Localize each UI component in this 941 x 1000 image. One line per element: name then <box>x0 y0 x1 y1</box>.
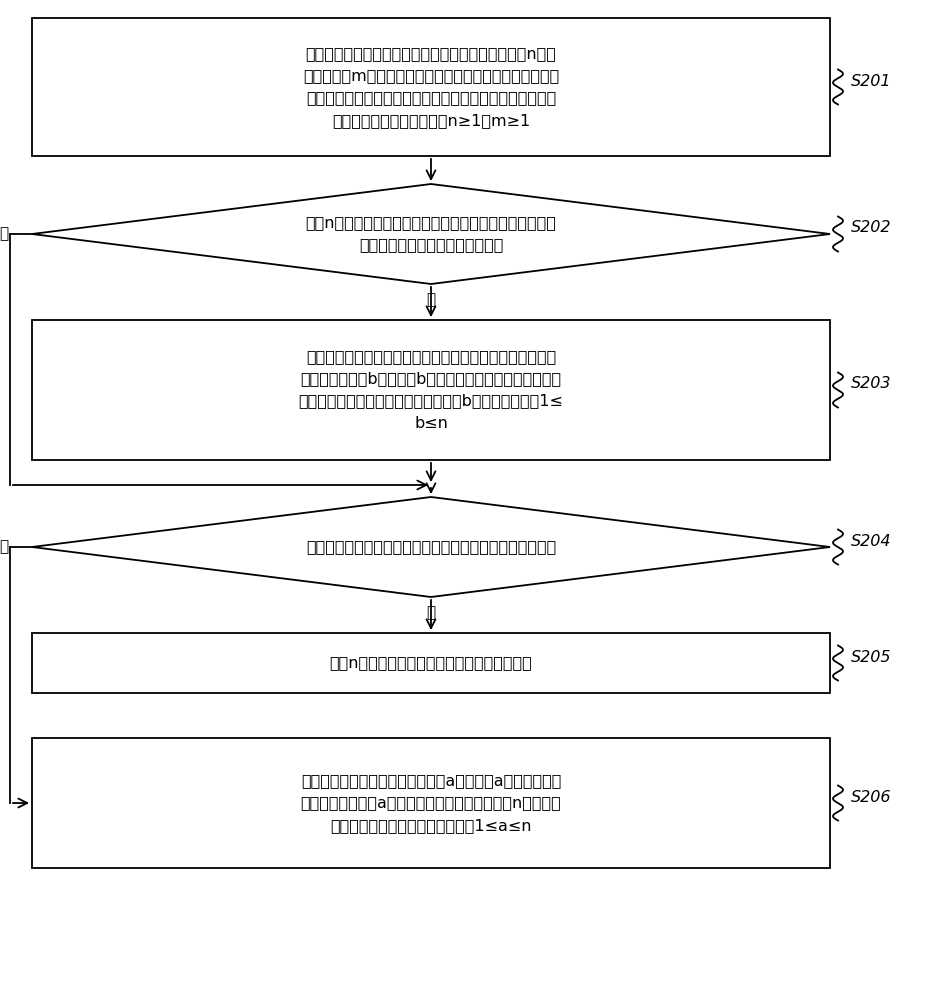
Text: 获取全站逆变器的运行数据，其中，全站逆变器包括n台样
板逆变器和m台非样板逆变器，运行数据包括每台逆变器的
运行日期、每个运行日期对应的日等效利用小时数和每个运: 获取全站逆变器的运行数据，其中，全站逆变器包括n台样 板逆变器和m台非样板逆变器… <box>303 46 559 128</box>
Polygon shape <box>32 184 830 284</box>
Polygon shape <box>32 497 830 597</box>
FancyBboxPatch shape <box>32 633 830 693</box>
Text: S204: S204 <box>851 534 891 548</box>
Text: 确定需要更新的样板逆变器的数量a，并使用a台非样板逆变
器替换需要更新的a台样板逆变器，根据替换后的n台样板逆
变器，计算光伏电站的损失电量，1≤a≤n: 确定需要更新的样板逆变器的数量a，并使用a台非样板逆变 器替换需要更新的a台样板… <box>300 773 562 833</box>
Text: S201: S201 <box>851 74 891 89</box>
Text: 判断n台样板逆变器中是否存在逆变器状态为异常、且持续
时间不小于预设时间的样板逆变器: 判断n台样板逆变器中是否存在逆变器状态为异常、且持续 时间不小于预设时间的样板逆… <box>306 215 556 253</box>
FancyBboxPatch shape <box>32 738 830 868</box>
Text: S202: S202 <box>851 221 891 235</box>
Text: 否: 否 <box>426 605 436 620</box>
FancyBboxPatch shape <box>32 320 830 460</box>
Text: 否: 否 <box>0 227 8 241</box>
Text: 是: 是 <box>0 540 8 554</box>
Text: S203: S203 <box>851 376 891 391</box>
Text: 存在逆变器状态为异常、且持续时间不小于预设时间的样板
逆变器的数量为b，则使用b台非样板逆变器替换逆变器状态
为异常、且持续时间不小于预设时间的b台样板逆变器，: 存在逆变器状态为异常、且持续时间不小于预设时间的样板 逆变器的数量为b，则使用b… <box>298 349 564 431</box>
Text: 根据全站逆变器的运行数据，判断是否需要更新样板逆变器: 根据全站逆变器的运行数据，判断是否需要更新样板逆变器 <box>306 540 556 554</box>
FancyBboxPatch shape <box>32 18 830 156</box>
Text: S205: S205 <box>851 650 891 664</box>
Text: 根据n台样板逆变器，计算光伏电站的损失电量: 根据n台样板逆变器，计算光伏电站的损失电量 <box>329 656 533 670</box>
Text: S206: S206 <box>851 790 891 804</box>
Text: 是: 是 <box>426 292 436 308</box>
